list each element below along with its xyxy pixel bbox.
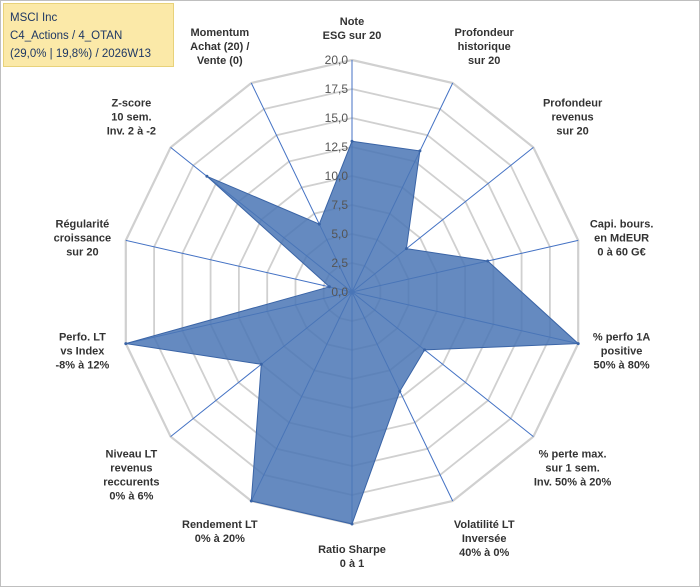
data-point <box>404 247 408 251</box>
axis-label-line: 0% à 6% <box>109 490 153 502</box>
info-stats: (29,0% | 19,8%) / 2026W13 <box>10 48 152 60</box>
axis-label-line: historique <box>458 41 511 53</box>
axis-label-line: Volatilité LT <box>454 519 515 531</box>
series-layer <box>124 139 580 526</box>
axis-label-line: % perte max. <box>539 448 607 460</box>
label-layer: Note ESG sur 20 Profondeur historique sur 20… <box>54 16 654 570</box>
axis-label-line: 10 sem. <box>111 112 151 124</box>
axis-spoke <box>125 239 353 293</box>
axis-label-line: sur 1 sem. <box>545 462 599 474</box>
axis-label-line: 0 à 60 G€ <box>597 247 645 259</box>
data-point <box>249 499 253 503</box>
axis-label: Volatilité LT Inversée 40% à 0% <box>454 519 515 559</box>
data-point <box>350 139 354 143</box>
axis-label-line: Régularité <box>56 219 110 231</box>
axis-label: Rendement LT 0% à 20% <box>182 519 258 545</box>
axis-label-line: Capi. bours. <box>590 219 654 231</box>
axis-label-line: Inv. 50% à 20% <box>534 476 612 488</box>
axis-label-line: Rendement LT <box>182 519 258 531</box>
tick-label: 20,0 <box>325 53 349 67</box>
data-point <box>418 149 422 153</box>
data-point <box>327 285 331 289</box>
tick-label: 0,0 <box>331 285 348 299</box>
axis-label-line: Inversée <box>462 533 507 545</box>
info-category: C4_Actions / 4_OTAN <box>10 30 123 42</box>
info-title: MSCI Inc <box>10 12 58 24</box>
axis-label: Note ESG sur 20 <box>323 16 382 42</box>
axis-label-line: Momentum <box>190 27 249 39</box>
axis-label: Capi. bours. en MdEUR 0 à 60 G€ <box>590 219 654 259</box>
axis-label: % perte max. sur 1 sem. Inv. 50% à 20% <box>534 448 612 488</box>
axis-label-line: 0 à 1 <box>340 558 364 570</box>
axis-label: Z-score 10 sem. Inv. 2 à -2 <box>107 98 156 138</box>
axis-label-line: Ratio Sharpe <box>318 544 386 556</box>
axis-label: Profondeur historique sur 20 <box>455 27 515 67</box>
info-box: MSCI Inc C4_Actions / 4_OTAN (29,0% | 19… <box>3 3 174 67</box>
data-point <box>259 362 263 366</box>
axis-label-line: positive <box>601 346 643 358</box>
axis-label-line: 40% à 0% <box>459 547 509 559</box>
axis-label: Niveau LT revenus reccurents 0% à 6% <box>103 448 159 502</box>
axis-label: Perfo. LT vs Index -8% à 12% <box>55 332 109 372</box>
axis-label-line: reccurents <box>103 476 159 488</box>
axis-label-line: Inv. 2 à -2 <box>107 126 156 138</box>
axis-label-line: Achat (20) / <box>190 41 249 53</box>
tick-label: 7,5 <box>331 198 348 212</box>
axis-label-line: Niveau LT <box>106 448 158 460</box>
axis-label: Profondeur revenus sur 20 <box>543 98 603 138</box>
data-point <box>124 342 128 346</box>
axis-label-line: Note <box>340 16 364 28</box>
data-point <box>205 174 209 178</box>
axis-label-line: vs Index <box>60 346 105 358</box>
tick-layer: 0,0 2,5 5,0 7,5 10,0 12,5 15,0 17,5 20,0 <box>325 53 349 299</box>
data-point <box>350 522 354 526</box>
axis-label-line: -8% à 12% <box>55 360 109 372</box>
data-point <box>317 222 321 226</box>
data-point <box>486 259 490 263</box>
tick-label: 15,0 <box>325 111 349 125</box>
axis-label-line: en MdEUR <box>594 233 649 245</box>
axis-label: Régularité croissance sur 20 <box>54 219 111 259</box>
axis-label-line: Profondeur <box>543 98 603 110</box>
data-point <box>423 348 427 352</box>
tick-label: 2,5 <box>331 256 348 270</box>
axis-label: Ratio Sharpe 0 à 1 <box>318 544 386 570</box>
axis-label-line: Vente (0) <box>197 55 243 67</box>
axis-label-line: croissance <box>54 233 111 245</box>
data-point <box>576 342 580 346</box>
axis-label-line: sur 20 <box>468 55 500 67</box>
series-area <box>125 140 580 525</box>
axis-label: % perfo 1A positive 50% à 80% <box>593 332 651 372</box>
axis-label-line: Z-score <box>112 98 152 110</box>
axis-label-line: sur 20 <box>556 126 588 138</box>
tick-label: 10,0 <box>325 169 349 183</box>
axis-label-line: sur 20 <box>66 247 98 259</box>
tick-label: 5,0 <box>331 227 348 241</box>
tick-label: 12,5 <box>325 140 349 154</box>
axis-label-line: Profondeur <box>455 27 515 39</box>
axis-label-line: 0% à 20% <box>195 533 245 545</box>
axis-label-line: 50% à 80% <box>593 360 649 372</box>
data-point <box>398 389 402 393</box>
axis-label-line: % perfo 1A <box>593 332 651 344</box>
axis-label-line: revenus <box>110 462 152 474</box>
axis-label: Momentum Achat (20) / Vente (0) <box>190 27 249 67</box>
axis-label-line: ESG sur 20 <box>323 30 382 42</box>
axis-label-line: revenus <box>551 112 593 124</box>
tick-label: 17,5 <box>325 82 349 96</box>
axis-label-line: Perfo. LT <box>59 332 106 344</box>
